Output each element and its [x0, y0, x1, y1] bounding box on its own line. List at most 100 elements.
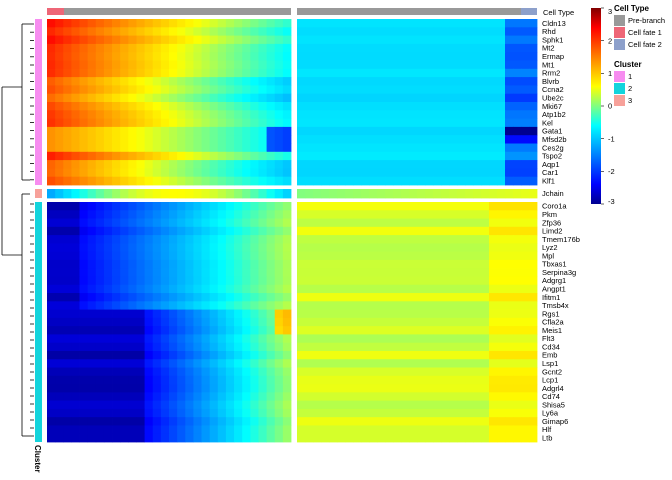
- heat-cell: [266, 168, 276, 178]
- heat-cell: [417, 102, 426, 111]
- heat-cell: [55, 135, 64, 144]
- heat-cell: [393, 35, 402, 45]
- heat-cell: [136, 68, 145, 78]
- heat-cell: [441, 126, 450, 136]
- heat-cell: [258, 218, 267, 228]
- heat-cell: [225, 60, 235, 70]
- heat-cell: [361, 226, 370, 236]
- heat-cell: [258, 367, 267, 377]
- heat-cell: [313, 210, 322, 219]
- heat-cell: [377, 235, 386, 244]
- heat-cell: [63, 118, 72, 128]
- heat-cell: [449, 77, 458, 86]
- heat-cell: [250, 110, 259, 119]
- heat-cell: [441, 143, 450, 153]
- heat-cell: [95, 425, 105, 435]
- heat-cell: [112, 135, 121, 144]
- heat-cell: [457, 160, 466, 169]
- heat-cell: [297, 392, 306, 402]
- heat-cell: [193, 126, 202, 136]
- heat-cell: [529, 93, 538, 103]
- heat-cell: [489, 218, 498, 228]
- heat-cell: [71, 268, 80, 277]
- heat-cell: [305, 375, 314, 385]
- heat-cell: [103, 417, 113, 426]
- heat-cell: [112, 35, 121, 45]
- heat-cell: [258, 293, 267, 302]
- heat-cell: [465, 342, 474, 352]
- heat-cell: [313, 226, 322, 236]
- heat-cell: [305, 27, 314, 36]
- heat-cell: [345, 143, 354, 153]
- heat-cell: [225, 160, 235, 169]
- heat-cell: [144, 135, 154, 144]
- heat-cell: [369, 359, 378, 368]
- heat-cell: [489, 334, 498, 344]
- heat-cell: [201, 375, 211, 385]
- heat-cell: [329, 408, 338, 418]
- heat-cell: [393, 110, 402, 119]
- heat-cell: [234, 19, 243, 28]
- heat-cell: [250, 60, 259, 70]
- heat-cell: [449, 189, 458, 199]
- heat-cell: [47, 168, 56, 178]
- heat-cell: [282, 384, 292, 393]
- heat-cell: [63, 309, 72, 319]
- gene-label: Cfla2a: [542, 318, 565, 327]
- heat-cell: [529, 268, 538, 277]
- heat-cell: [185, 151, 194, 161]
- heat-cell: [120, 135, 129, 144]
- heat-cell: [209, 243, 219, 253]
- heat-cell: [305, 408, 314, 418]
- heat-cell: [433, 35, 442, 45]
- heat-cell: [409, 135, 418, 144]
- heat-cell: [481, 235, 490, 244]
- heat-cell: [282, 334, 292, 344]
- heat-cell: [201, 19, 211, 28]
- heat-cell: [433, 400, 442, 410]
- heat-cell: [177, 293, 186, 302]
- heat-cell: [481, 118, 490, 128]
- heat-cell: [473, 400, 482, 410]
- heat-cell: [457, 259, 466, 269]
- heat-cell: [489, 60, 498, 70]
- heat-cell: [361, 52, 370, 61]
- heat-cell: [513, 367, 522, 377]
- heat-cell: [95, 359, 105, 368]
- heat-cell: [185, 68, 194, 78]
- heat-cell: [95, 189, 105, 199]
- heat-cell: [457, 243, 466, 253]
- heat-cell: [505, 367, 514, 377]
- heat-cell: [185, 218, 194, 228]
- heat-cell: [242, 384, 251, 393]
- heat-cell: [136, 375, 145, 385]
- heat-cell: [128, 176, 137, 186]
- heat-cell: [217, 268, 227, 277]
- heat-cell: [234, 110, 243, 119]
- heat-cell: [87, 85, 97, 95]
- heat-cell: [274, 433, 284, 443]
- heat-cell: [305, 110, 314, 119]
- heat-cell: [353, 350, 362, 360]
- heat-cell: [169, 259, 178, 269]
- heat-cell: [234, 52, 243, 61]
- heat-cell: [481, 392, 490, 402]
- heat-cell: [201, 284, 211, 294]
- heat-cell: [369, 160, 378, 169]
- heat-cell: [128, 52, 137, 61]
- heat-cell: [505, 168, 514, 178]
- heat-cell: [481, 276, 490, 286]
- heat-cell: [457, 102, 466, 111]
- heat-cell: [433, 77, 442, 86]
- heat-cell: [193, 384, 202, 393]
- heat-cell: [120, 243, 129, 253]
- heat-cell: [337, 433, 346, 443]
- heat-cell: [497, 176, 506, 186]
- heat-cell: [201, 309, 211, 319]
- heat-cell: [242, 268, 251, 277]
- heat-cell: [177, 417, 186, 426]
- heat-cell: [128, 326, 137, 335]
- heat-cell: [152, 77, 162, 86]
- heat-cell: [497, 202, 506, 211]
- heat-cell: [481, 27, 490, 36]
